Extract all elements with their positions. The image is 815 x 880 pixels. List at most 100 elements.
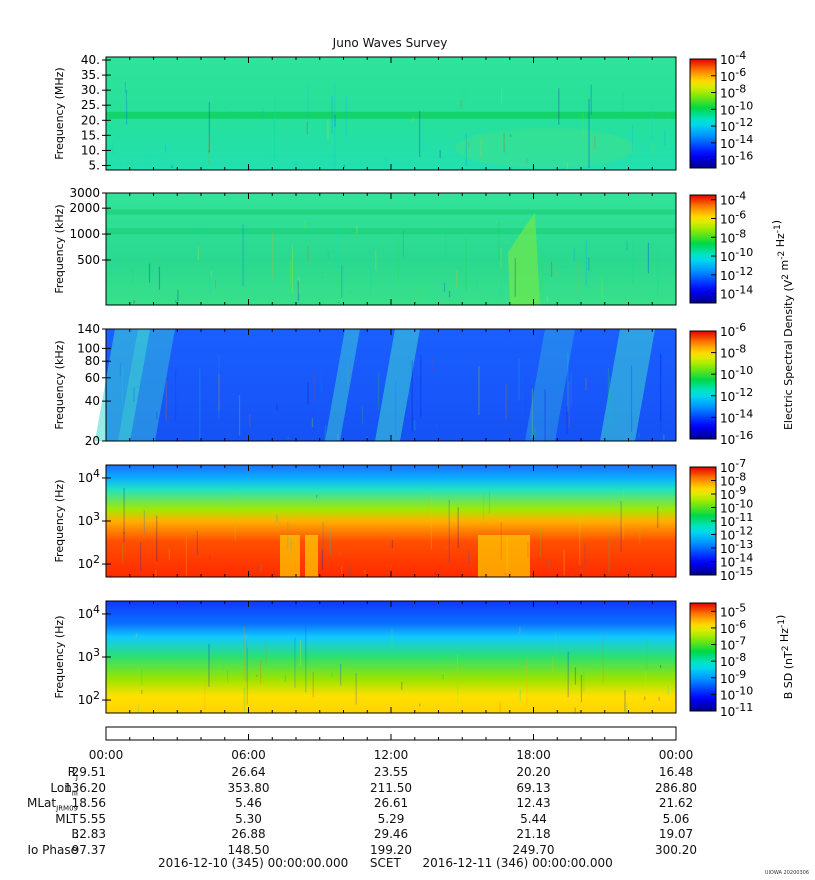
panel-5-texture — [645, 670, 647, 704]
panel-5-texture — [256, 674, 258, 677]
panel-2-colorbar-label: 10-4 — [720, 190, 746, 208]
panel-3-texture — [305, 384, 307, 396]
time-range-end: 2016-12-11 (346) 00:00:00.000 — [422, 856, 613, 870]
panel-2-texture — [632, 280, 634, 284]
panel-5-texture — [300, 688, 303, 693]
ephemeris-value: 26.64 — [231, 765, 266, 779]
panel-5-texture — [419, 703, 421, 707]
panel-5-texture — [519, 626, 521, 634]
panel-1-texture — [652, 143, 654, 155]
ephemeris-value: 5.29 — [377, 811, 405, 826]
panel-3-texture — [630, 365, 633, 432]
panel-2-texture — [573, 247, 575, 262]
ephemeris-row-label: L — [71, 827, 78, 841]
panel-1-texture — [295, 160, 297, 168]
panel-5-texture — [401, 681, 403, 691]
panel-5-colorbar-label: 10-9 — [720, 668, 746, 686]
panel-3-colorbar-label: 10-8 — [720, 343, 746, 361]
panel-2-texture — [289, 260, 292, 285]
panel-5-texture — [331, 672, 333, 678]
panel-4-texture — [329, 529, 332, 556]
panel-1-texture — [558, 88, 560, 125]
panel-3-streak-3 — [325, 329, 360, 441]
panel-5-texture — [583, 670, 585, 693]
panel-5-colorbar-label: 10-5 — [720, 601, 746, 619]
panel-2-texture — [214, 280, 217, 289]
panel-1-ytick-label: 10. — [81, 143, 100, 157]
panel-3-streak-5 — [600, 329, 655, 441]
panel-3-ytick-label: 140 — [77, 322, 100, 336]
panel-5-colorbar-label: 10-10 — [720, 684, 753, 702]
ephemeris-value: 20.20 — [516, 765, 551, 779]
panel-3-texture — [313, 371, 315, 402]
panel-2-texture — [632, 240, 634, 280]
panel-2-texture — [291, 244, 294, 294]
panel-2-texture — [175, 300, 177, 303]
panel-4-texture — [109, 574, 111, 577]
panel-3-texture — [436, 425, 438, 427]
panel-3-texture — [119, 362, 121, 377]
panel-1-ytick-label: 35. — [81, 68, 100, 82]
panel-4-texture — [506, 536, 508, 573]
panel-1-texture — [331, 96, 333, 133]
panel-2-ytick-label: 1000 — [69, 227, 100, 241]
panel-2-texture — [657, 249, 659, 297]
panel-5-texture — [223, 648, 225, 670]
panel-4-texture — [234, 493, 236, 541]
panel-4-texture — [391, 564, 393, 568]
panel-5-texture — [339, 664, 342, 686]
panel-3-texture — [585, 377, 587, 391]
panel-2-colorbar-label: 10-12 — [720, 265, 753, 283]
panel-1-texture — [124, 167, 126, 169]
panel-3-texture — [307, 381, 309, 405]
panel-3-texture — [395, 381, 397, 436]
panel-5-texture — [169, 659, 171, 663]
panel-1-colorbar-label: 10-16 — [720, 150, 753, 168]
panel-2-texture — [585, 239, 587, 286]
panel-3-colorbar-label: 10-16 — [720, 429, 753, 447]
panel-5-texture — [294, 636, 296, 688]
panel-5-texture — [243, 626, 245, 681]
panel-2-texture — [550, 261, 553, 277]
panel-5-spectrogram — [106, 601, 676, 713]
panel-4-texture — [209, 554, 211, 560]
panel-4-texture — [482, 494, 485, 522]
panel-4-texture — [304, 566, 306, 568]
panel-1-texture — [505, 145, 507, 157]
panel-5-texture — [246, 647, 249, 705]
panel-2-burst — [508, 213, 540, 305]
ephemeris-row-label: LonIII — [50, 780, 78, 797]
panel-3-streak-2 — [118, 329, 175, 441]
panel-2-texture — [601, 277, 603, 298]
panel-4-texture — [196, 530, 198, 556]
panel-1-texture — [582, 112, 584, 139]
panel-4-texture — [539, 529, 541, 558]
panel-3-texture — [505, 384, 507, 420]
panel-5-texture — [141, 690, 143, 695]
panel-3-ylabel: Frequency (kHz) — [53, 340, 66, 429]
panel-5-texture — [624, 690, 626, 712]
panel-5-texture — [135, 633, 137, 638]
panel-1-texture — [256, 167, 259, 170]
panel-5-texture — [574, 667, 577, 685]
panel-1-texture — [419, 110, 421, 157]
panel-2-texture — [337, 301, 340, 304]
panel-5-texture — [226, 670, 229, 683]
panel-2-texture — [158, 266, 161, 290]
panel-5-texture — [580, 674, 583, 703]
panel-2-colorbar — [689, 194, 717, 304]
panel-1-texture — [480, 138, 482, 158]
panel-3-texture — [659, 353, 662, 421]
panel-4-texture — [579, 517, 581, 565]
panel-3-texture — [566, 406, 568, 435]
panel-5-texture — [312, 671, 314, 698]
ephemeris-value: 5.06 — [662, 811, 690, 826]
ephemeris-value: 300.20 — [655, 842, 697, 857]
panel-2-texture — [111, 263, 114, 271]
panel-5-texture — [260, 660, 262, 684]
panel-2-texture — [498, 221, 500, 262]
panel-1-texture — [306, 121, 308, 135]
panel-5-texture — [626, 703, 628, 712]
ephemeris-value: 21.62 — [658, 796, 694, 810]
